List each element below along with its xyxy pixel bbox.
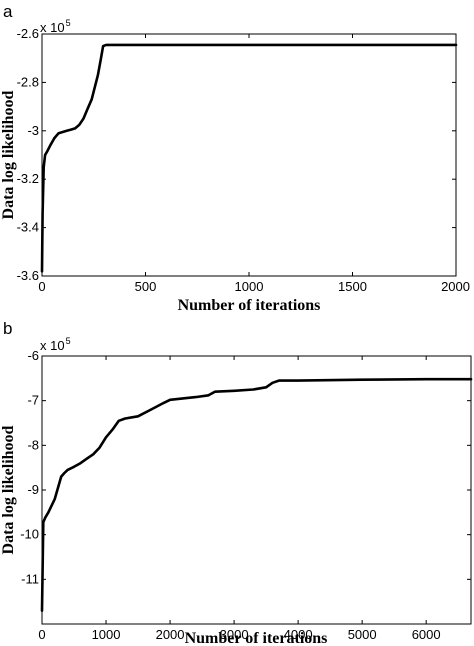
panel-b: b x 105 0 1000 2000 3000 4000 5000 6000 -11 -10 -… bbox=[0, 319, 473, 646]
x-tick-label: 4000 bbox=[284, 627, 313, 642]
x-tick-label: 2000 bbox=[156, 627, 185, 642]
panel-a: a x 105 0 500 1000 1500 2000 -3.6 -3.4 -3.2 -3 -2… bbox=[0, 2, 470, 314]
x-tick-label: 0 bbox=[38, 627, 45, 642]
x-tick-label: 0 bbox=[38, 279, 45, 294]
y-tick-label: -10 bbox=[20, 527, 39, 542]
panel-label: b bbox=[3, 319, 12, 338]
y-axis-title: Data log likelihood bbox=[0, 425, 17, 554]
x-tick-label: 3000 bbox=[220, 627, 249, 642]
x-tick-label: 2000 bbox=[441, 279, 470, 294]
y-multiplier-exponent: 5 bbox=[66, 18, 71, 28]
y-axis-title: Data log likelihood bbox=[0, 90, 17, 219]
tick-layer: 0 500 1000 1500 2000 -3.6 -3.4 -3.2 -3 -2.8 -2.6 bbox=[17, 26, 470, 294]
x-tick-label: 500 bbox=[135, 279, 157, 294]
series-line bbox=[40, 43, 458, 273]
y-tick-label: -3.6 bbox=[17, 268, 39, 283]
plot-frame bbox=[41, 33, 457, 277]
tick-layer: 0 1000 2000 3000 4000 5000 6000 -11 -10 -9 -8 -7 -6 bbox=[20, 348, 471, 642]
x-tick-label: 1000 bbox=[235, 279, 264, 294]
y-multiplier: x 105 bbox=[40, 18, 71, 35]
y-tick-label: -7 bbox=[27, 393, 39, 408]
y-multiplier-base: x 10 bbox=[40, 338, 65, 353]
x-tick-label: 5000 bbox=[348, 627, 377, 642]
series-line bbox=[40, 377, 473, 612]
y-tick-label: -3.2 bbox=[17, 171, 39, 186]
y-multiplier-exponent: 5 bbox=[66, 336, 71, 346]
plot-frame bbox=[41, 355, 472, 625]
x-axis-title: Number of iterations bbox=[178, 297, 321, 314]
y-tick-label: -9 bbox=[27, 482, 39, 497]
y-tick-label: -8 bbox=[27, 437, 39, 452]
x-tick-label: 1500 bbox=[338, 279, 367, 294]
y-tick-label: -3.4 bbox=[17, 220, 39, 235]
y-multiplier-base: x 10 bbox=[40, 20, 65, 35]
y-tick-label: -6 bbox=[27, 348, 39, 363]
x-tick-label: 6000 bbox=[412, 627, 441, 642]
y-tick-label: -2.6 bbox=[17, 26, 39, 41]
x-tick-label: 1000 bbox=[92, 627, 121, 642]
y-tick-label: -3 bbox=[27, 123, 39, 138]
panel-label: a bbox=[3, 2, 13, 21]
y-tick-label: -11 bbox=[21, 571, 39, 586]
x-axis-title: Number of iterations bbox=[185, 630, 328, 646]
y-tick-label: -2.8 bbox=[17, 74, 39, 89]
y-multiplier: x 105 bbox=[40, 336, 71, 353]
